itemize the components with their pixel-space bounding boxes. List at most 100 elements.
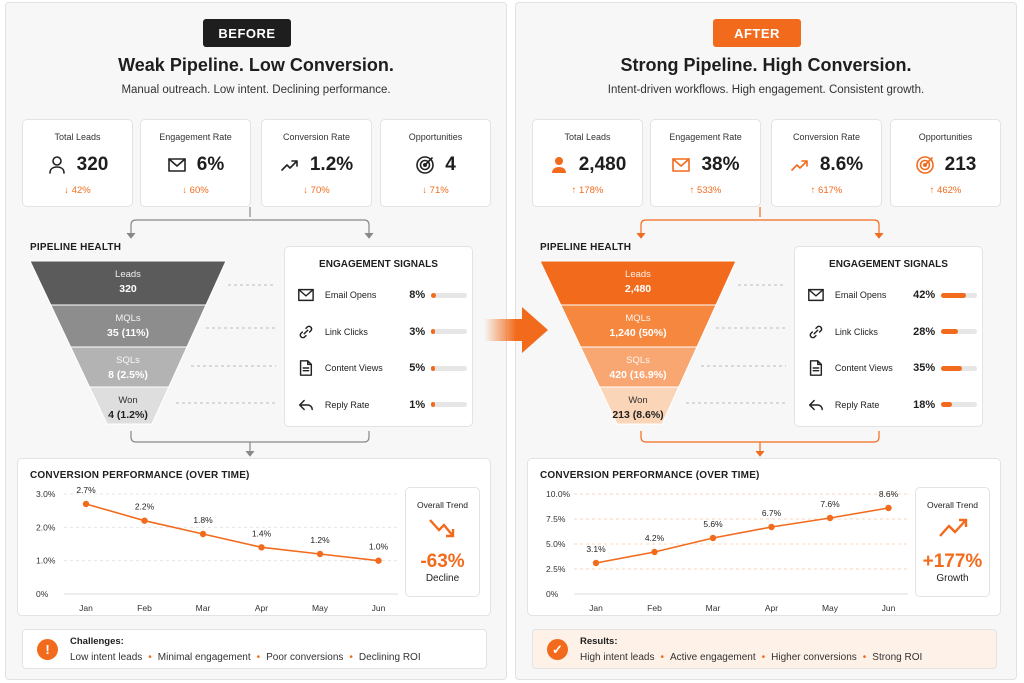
signal-row: Reply Rate 18% [807, 395, 977, 415]
funnel-stage-value: 320 [119, 283, 137, 295]
x-tick-label: Jan [79, 603, 93, 613]
trend-up-icon [281, 160, 298, 171]
y-tick-label: 10.0% [546, 489, 571, 499]
signal-bar-fill [431, 365, 436, 371]
signal-value: 3% [409, 325, 426, 338]
mail-icon [298, 288, 314, 302]
x-tick-label: Jun [882, 603, 896, 613]
data-point [885, 504, 892, 512]
x-tick-label: Feb [647, 603, 662, 613]
signal-row: Email Opens 8% [297, 285, 467, 305]
conversion-title: CONVERSION PERFORMANCE (OVER TIME) [30, 470, 250, 481]
y-tick-label: 2.5% [546, 564, 566, 574]
data-label: 3.1% [586, 544, 606, 554]
trend-caption: Growth [936, 573, 969, 584]
engagement-title: ENGAGEMENT SIGNALS [829, 259, 948, 270]
link-icon [809, 325, 823, 338]
signal-bar-fill [941, 402, 952, 407]
kpi-change: ↓ 70% [303, 185, 330, 196]
kpi-change: ↓ 60% [182, 185, 209, 196]
data-point [375, 557, 382, 564]
funnel-stage-value: 2,480 [624, 283, 652, 295]
series-line [595, 507, 889, 564]
data-point [141, 517, 148, 524]
signal-row: Email Opens 42% [807, 285, 977, 305]
kpi-label: Engagement Rate [159, 132, 232, 142]
document-icon [809, 360, 823, 376]
data-point [82, 500, 90, 508]
target-icon [915, 156, 934, 174]
x-tick-label: Mar [196, 603, 211, 613]
x-tick-label: Jan [589, 603, 603, 613]
signal-row: Link Clicks 3% [297, 322, 467, 342]
target-icon [416, 156, 435, 174]
bullet-dot: • [349, 652, 353, 663]
summary-item: Higher conversions [771, 652, 857, 663]
kpi-card: Total Leads 320 ↓ 42% [22, 119, 133, 207]
bullet-dot: • [148, 652, 152, 663]
data-label: 2.2% [135, 502, 155, 512]
x-tick-label: Apr [255, 603, 268, 613]
signal-row: Content Views 35% [807, 358, 977, 378]
conversion-title: CONVERSION PERFORMANCE (OVER TIME) [540, 470, 760, 481]
panel-subtitle: Intent-driven workflows. High engagement… [607, 84, 925, 96]
signal-row: Reply Rate 1% [297, 395, 467, 415]
conversion-performance-card: CONVERSION PERFORMANCE (OVER TIME) 0% 1.0%… [17, 458, 491, 616]
before-summary-bar: ! Challenges: Low intent leads • Minimal e… [22, 629, 487, 669]
kpi-card: Total Leads 2,480 ↑ 178% [532, 119, 643, 207]
funnel-stage-label: Won [628, 395, 648, 406]
kpi-value: 4 [445, 154, 456, 175]
kpi-label: Conversion Rate [792, 132, 861, 142]
summary-item: Poor conversions [266, 652, 344, 663]
signal-label: Content Views [834, 363, 893, 373]
kpi-change: ↑ 462% [929, 185, 962, 196]
mail-icon [808, 288, 824, 302]
signal-bar [431, 329, 467, 334]
kpi-card: Conversion Rate 1.2% ↓ 70% [261, 119, 372, 207]
signal-bar-fill [431, 329, 436, 334]
funnel-chart [29, 260, 227, 425]
x-tick-label: Feb [137, 603, 152, 613]
document-icon [299, 360, 313, 376]
funnel-stage-label: SQLs [116, 355, 140, 366]
y-tick-label: 5.0% [546, 539, 566, 549]
kpi-value: 8.6% [819, 154, 864, 175]
data-label: 2.7% [76, 485, 96, 495]
kpi-value: 1.2% [309, 154, 354, 175]
reply-icon [298, 399, 313, 410]
link-icon [299, 325, 313, 338]
reply-icon [808, 399, 823, 410]
data-label: 8.6% [879, 489, 899, 499]
funnel-stage-value: 213 (8.6%) [612, 409, 664, 421]
summary-item: Minimal engagement [157, 652, 251, 663]
funnel-stage-label: Won [118, 395, 138, 406]
summary-item: Strong ROI [872, 652, 923, 663]
kpi-value: 38% [701, 154, 740, 175]
conversion-line-chart: 0% 1.0% 2.0% 3.0% 2.7% Jan 2.2% Feb 1.8% Mar 1.4% A… [36, 485, 398, 613]
data-label: 1.8% [193, 515, 213, 525]
signal-bar [431, 365, 467, 371]
pipeline-title: PIPELINE HEALTH [540, 242, 632, 253]
y-tick-label: 0% [546, 589, 559, 599]
x-tick-label: May [312, 603, 329, 613]
funnel-stage-label: MQLs [625, 313, 651, 324]
signal-label: Email Opens [324, 290, 377, 300]
kpi-label: Total Leads [564, 132, 611, 142]
bullet-dot: • [660, 652, 665, 663]
funnel-stage-value: 420 (16.9%) [609, 369, 667, 381]
kpi-value: 213 [944, 154, 977, 175]
signal-value: 1% [409, 398, 426, 411]
signal-value: 28% [913, 325, 936, 338]
mail-icon [672, 158, 691, 172]
kpi-card: Opportunities 213 ↑ 462% [890, 119, 1001, 207]
y-tick-label: 3.0% [36, 489, 56, 499]
kpi-label: Opportunities [918, 132, 973, 142]
funnel-chart [539, 260, 737, 425]
series-line [85, 503, 379, 562]
kpi-label: Total Leads [54, 132, 101, 142]
summary-title: Challenges: [70, 636, 124, 647]
exclamation-icon: ! [37, 639, 58, 660]
signal-label: Link Clicks [324, 326, 368, 337]
data-label: 1.4% [252, 528, 272, 538]
funnel-stage-value: 35 (11%) [106, 327, 150, 339]
